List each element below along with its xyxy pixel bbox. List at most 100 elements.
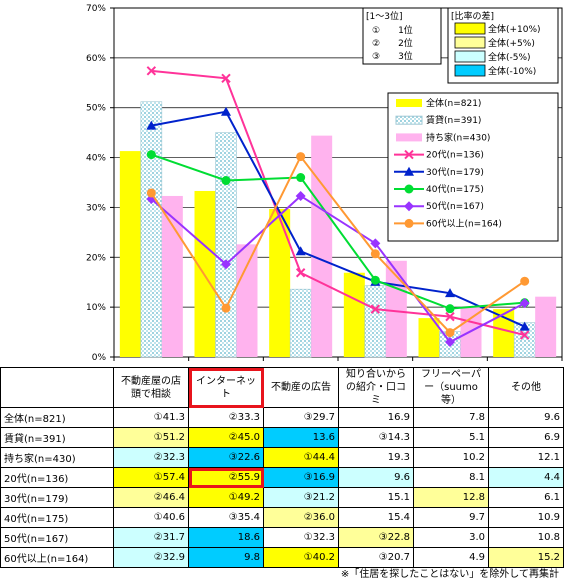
y-tick-label: 20%: [86, 253, 106, 263]
bar: [535, 296, 557, 357]
y-axis: 0% 10% 20% 30% 40% 50% 60% 70%: [86, 4, 563, 363]
series-line: [151, 110, 526, 328]
table-cell: 5.1: [413, 427, 489, 448]
bar: [236, 244, 258, 357]
series-line: [150, 154, 526, 334]
table-cell: ②31.7: [113, 527, 189, 548]
column-header: インターネット: [188, 367, 264, 408]
table-cell: 10.9: [488, 507, 564, 528]
table-cell: ③29.7: [263, 407, 339, 428]
row-label: 30代(n=179): [0, 487, 114, 508]
table-cell: 7.8: [413, 407, 489, 428]
table-row: 20代(n=136) ①57.4 ②55.9 ③16.9 9.6 8.1 4.4: [0, 467, 564, 488]
table-cell: 9.7: [413, 507, 489, 528]
bar: [343, 272, 365, 357]
bar: [140, 101, 163, 358]
point-marker: [221, 106, 231, 116]
point-marker: [370, 304, 381, 314]
table-corner: [0, 367, 114, 408]
diff-legend-title: [比率の差]: [451, 10, 494, 22]
table-cell: 15.1: [338, 487, 414, 508]
legend-bar-swatch: [396, 99, 422, 107]
point-marker: [295, 246, 306, 256]
y-tick-label: 30%: [86, 203, 106, 213]
point-marker: [370, 238, 381, 249]
series-line: [151, 153, 525, 310]
diff-legend-label: 全体(+10%): [488, 23, 541, 35]
legend-bar-swatch: [395, 115, 423, 125]
row-label: 全体(n=821): [0, 407, 114, 428]
table-cell: 18.6: [188, 527, 264, 548]
table-cell: ③21.2: [263, 487, 339, 508]
bar: [215, 132, 237, 358]
legend-series-label: 40代(n=175): [426, 184, 484, 195]
table-cell: ②32.3: [113, 447, 189, 468]
rank-legend-title: [1～3位]: [366, 10, 402, 22]
point-marker: [221, 73, 231, 84]
diff-legend-label: 全体(-5%): [488, 51, 531, 63]
table-cell: 12.1: [488, 447, 564, 468]
column-header: 知り合いからの紹介・口コミ: [338, 367, 414, 408]
column-header: 不動産の広告: [263, 367, 339, 408]
bar: [269, 208, 291, 357]
y-tick-label: 70%: [86, 4, 106, 14]
table-row: 全体(n=821) ①41.3 ②33.3 ③29.7 16.9 7.8 9.6: [0, 407, 564, 428]
table-cell: ①32.3: [263, 527, 339, 548]
point-marker: [146, 188, 156, 198]
table-cell: ②46.4: [113, 487, 189, 508]
rank-legend-box: [362, 7, 442, 65]
column-header: フリーペーパー（suumo等）: [413, 367, 489, 408]
table-row: 60代以上(n=164) ②32.9 9.8 ①40.2 ③20.7 4.9 15.2: [0, 547, 564, 568]
table-cell: ③14.3: [338, 427, 414, 448]
diff-legend-swatch: [454, 50, 486, 63]
point-marker: [370, 249, 380, 259]
point-marker: [295, 268, 306, 278]
bar: [364, 285, 387, 358]
table-cell: ①41.3: [113, 407, 189, 428]
point-marker: [404, 184, 414, 194]
y-tick-label: 60%: [86, 54, 106, 64]
series-lines: [146, 66, 530, 348]
row-label: 20代(n=136): [0, 467, 114, 488]
point-marker: [519, 298, 530, 309]
point-marker: [445, 288, 455, 298]
point-marker: [519, 321, 530, 331]
legend-series-label: 全体(n=821): [426, 97, 481, 109]
point-marker: [221, 259, 231, 270]
point-marker: [404, 201, 414, 212]
point-marker: [445, 328, 455, 338]
series-group: [146, 152, 530, 338]
bar: [311, 135, 333, 357]
table-cell: ①49.2: [188, 487, 264, 508]
diff-legend-swatch: [454, 64, 486, 77]
y-tick-label: 40%: [86, 154, 106, 164]
series-group: [146, 66, 530, 340]
table-cell: ②45.0: [188, 427, 264, 448]
table-cell: ①40.2: [263, 547, 339, 568]
table-cell: ①57.4: [113, 467, 189, 488]
rank-legend-item: ③ 3位: [372, 50, 413, 62]
table-row: 持ち家(n=430) ②32.3 ③22.6 ①44.4 19.3 10.2 12.1: [0, 447, 564, 468]
table-cell: ②55.9: [188, 467, 264, 488]
point-marker: [296, 173, 306, 183]
table-cell: 9.6: [338, 467, 414, 488]
table-cell: ①44.4: [263, 447, 339, 468]
point-marker: [146, 120, 157, 130]
bar: [289, 288, 312, 358]
point-marker: [221, 176, 231, 186]
data-table: 不動産屋の店頭で相談 インターネット 不動産の広告 知り合いからの紹介・口コミ フリーペ…: [0, 367, 564, 568]
table-cell: ③35.4: [188, 507, 264, 528]
table-cell: 10.2: [413, 447, 489, 468]
table-cell: ①51.2: [113, 427, 189, 448]
chart-area: 0% 10% 20% 30% 40% 50% 60% 70% [1～3位] ① 1位② 2位③ …: [86, 4, 563, 363]
table-cell: 9.8: [188, 547, 264, 568]
legend-series-label: 60代以上(n=164): [426, 218, 502, 229]
table-cell: ②32.9: [113, 547, 189, 568]
table-cell: ②36.0: [263, 507, 339, 528]
point-marker: [146, 150, 156, 160]
column-header: 不動産屋の店頭で相談: [113, 367, 189, 408]
point-marker: [404, 166, 414, 176]
table-cell: 13.6: [263, 427, 339, 448]
table-cell: 19.3: [338, 447, 414, 468]
footnote: ※「住居を探したことはない」を除外して再集計: [340, 569, 559, 580]
